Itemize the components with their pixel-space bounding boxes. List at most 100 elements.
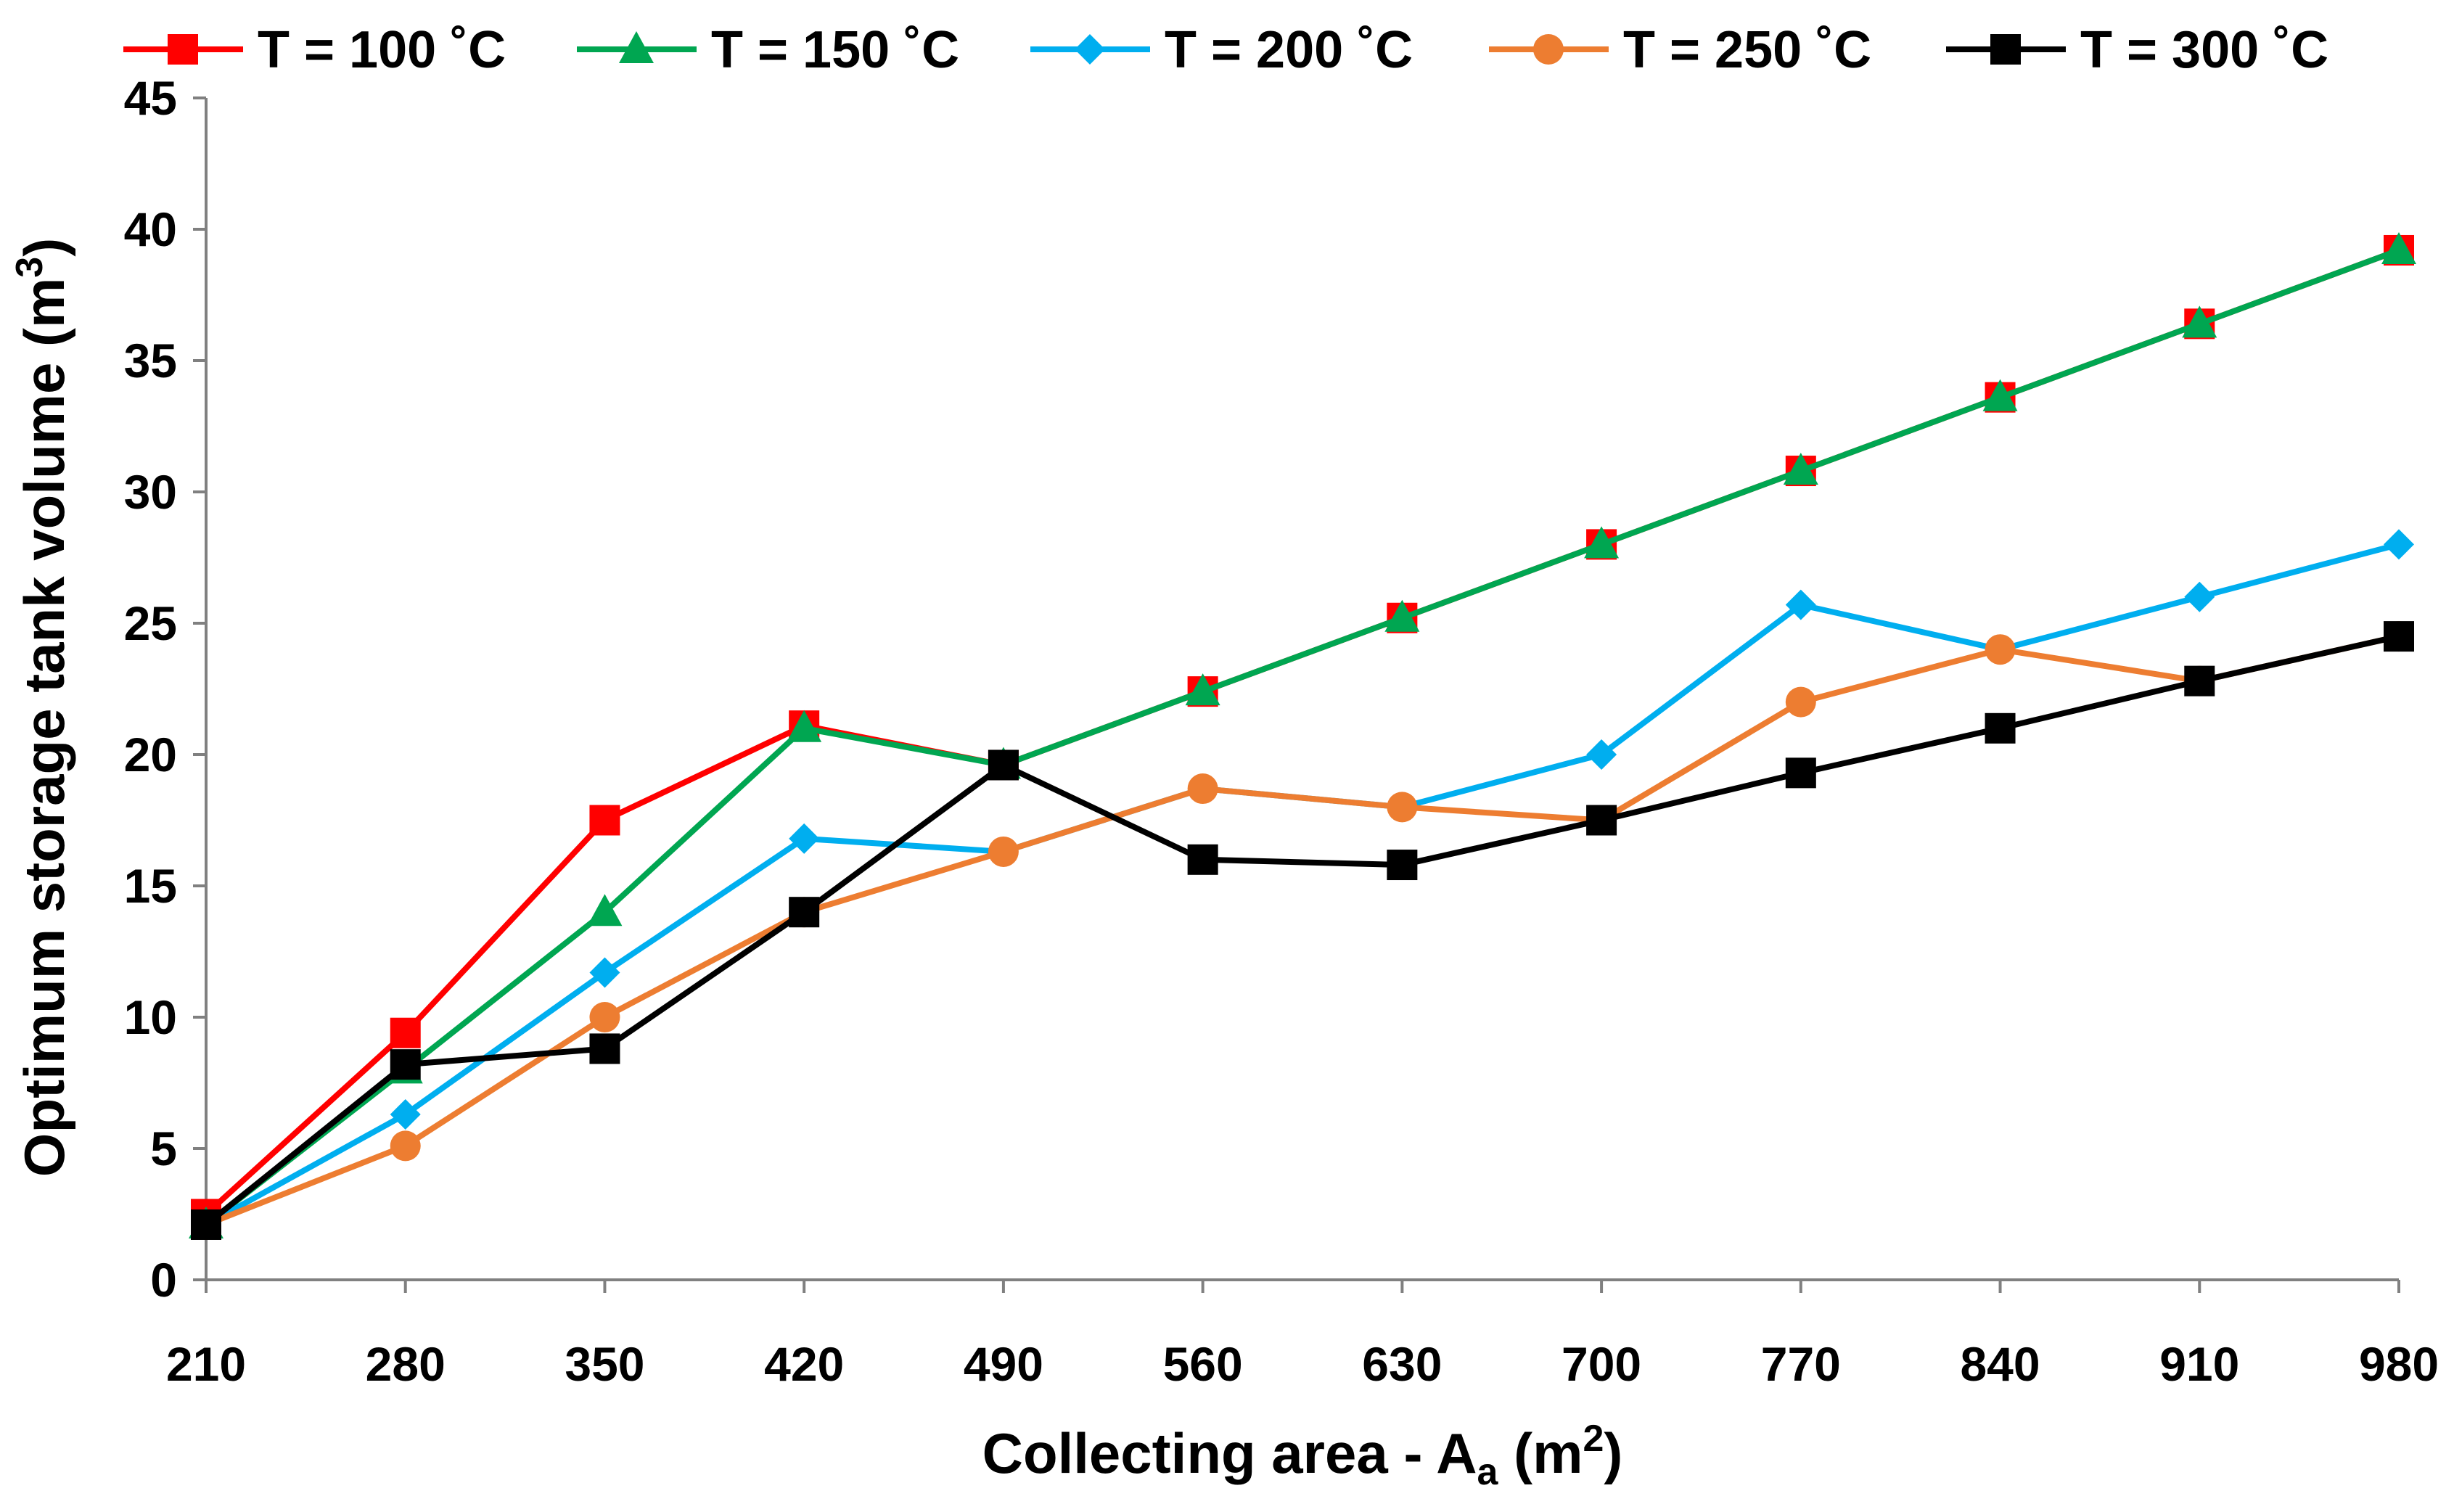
data-point (1586, 739, 1617, 770)
data-point (1783, 453, 1818, 485)
legend-item: T = 250 ˚C (1489, 21, 1871, 79)
legend-item: T = 200 ˚C (1030, 21, 1413, 79)
data-point (2184, 665, 2215, 697)
y-axis-ticks: 0 5 10 15 20 25 30 35 40 45 (124, 71, 206, 1307)
data-point (191, 1209, 221, 1240)
data-point (589, 805, 620, 836)
legend-label: T = 150 ˚C (711, 21, 959, 79)
series-line (204, 247, 2400, 1228)
legend-marker (1075, 34, 1105, 65)
x-tick-label: 490 (964, 1337, 1043, 1391)
plot-area: 0 5 10 15 20 25 30 35 40 45 210 280 350 420 490 560 630… (124, 71, 2439, 1391)
data-point (2381, 231, 2416, 264)
x-axis-title-unit-close: ) (1604, 1421, 1622, 1485)
series-line (205, 541, 2400, 1228)
legend-label: T = 300 ˚C (2080, 21, 2328, 79)
y-tick-label: 45 (124, 71, 177, 125)
data-point (789, 897, 820, 928)
legend-label: T = 100 ˚C (258, 21, 506, 79)
series-line (204, 633, 2400, 1228)
legend-marker (1990, 34, 2021, 65)
data-point (1785, 757, 1816, 789)
x-tick-label: 630 (1362, 1337, 1442, 1391)
y-tick-label: 25 (124, 596, 177, 650)
data-point (1387, 792, 1418, 823)
data-point (988, 836, 1019, 867)
series-line (204, 247, 2400, 1217)
data-point (587, 894, 623, 926)
data-point (789, 823, 820, 854)
series-line (205, 633, 2400, 1228)
y-tick-label: 0 (150, 1253, 177, 1307)
data-point (1982, 379, 2018, 411)
data-point (589, 1002, 620, 1032)
x-tick-label: 700 (1562, 1337, 1641, 1391)
y-tick-label: 20 (124, 728, 177, 781)
y-axis-title-close: ) (12, 238, 76, 257)
y-tick-label: 15 (124, 859, 177, 913)
legend-marker (619, 31, 654, 63)
x-axis-title-main: Collecting area - A (982, 1421, 1477, 1485)
x-tick-label: 280 (366, 1337, 446, 1391)
legend: T = 100 ˚C T = 150 ˚C T = 200 ˚C T = 250 ˚C… (123, 21, 2328, 79)
data-point (1985, 634, 2016, 665)
x-tick-label: 350 (565, 1337, 644, 1391)
x-tick-label: 210 (166, 1337, 246, 1391)
series-1 (191, 234, 2414, 1230)
series-4 (191, 621, 2414, 1240)
series-5 (191, 621, 2414, 1240)
data-point (2184, 581, 2215, 612)
data-point (988, 749, 1019, 781)
data-point (390, 1130, 421, 1162)
legend-marker (168, 34, 198, 65)
x-tick-label: 560 (1163, 1337, 1243, 1391)
data-point (2384, 621, 2414, 652)
data-point (1985, 712, 2016, 744)
legend-item: T = 100 ˚C (123, 21, 506, 79)
x-tick-label: 980 (2359, 1337, 2439, 1391)
data-point (390, 1049, 421, 1080)
x-axis-ticks: 210 280 350 420 490 560 630 700 770 840 910 980 (166, 1280, 2439, 1391)
data-point (1185, 673, 1220, 706)
data-point (1384, 599, 1420, 632)
y-axis-title: Optimum storage tank volume (m3) (9, 238, 76, 1177)
data-point (787, 710, 822, 742)
data-point (1187, 844, 1218, 875)
data-point (1584, 526, 1620, 559)
y-tick-label: 35 (124, 334, 177, 387)
x-axis-title-unit-open: (m (1498, 1421, 1583, 1485)
data-point (1187, 773, 1218, 805)
legend-label: T = 250 ˚C (1623, 21, 1871, 79)
legend-item: T = 300 ˚C (1946, 21, 2328, 79)
data-point (390, 1017, 421, 1048)
y-tick-label: 30 (124, 465, 177, 519)
legend-item: T = 150 ˚C (577, 21, 959, 79)
legend-marker (1533, 34, 1564, 65)
series-group (189, 231, 2416, 1240)
y-axis-title-main: Optimum storage tank volume (m (12, 278, 76, 1178)
y-axis-title-superscript: 3 (9, 257, 51, 278)
y-tick-label: 10 (124, 990, 177, 1044)
y-tick-label: 5 (150, 1122, 177, 1175)
x-tick-label: 420 (764, 1337, 844, 1391)
x-tick-label: 910 (2159, 1337, 2239, 1391)
data-point (2182, 305, 2217, 338)
data-point (390, 1098, 421, 1130)
data-point (2384, 529, 2414, 560)
data-point (589, 1033, 620, 1064)
data-point (589, 957, 620, 988)
data-point (1586, 805, 1617, 836)
data-point (1785, 589, 1816, 620)
x-axis-title: Collecting area - Aa (m2) (982, 1418, 1623, 1493)
x-tick-label: 840 (1960, 1337, 2040, 1391)
x-axis-title-superscript: 2 (1583, 1418, 1604, 1460)
x-tick-label: 770 (1761, 1337, 1841, 1391)
legend-label: T = 200 ˚C (1165, 21, 1413, 79)
data-point (1785, 686, 1816, 718)
data-point (1387, 850, 1418, 881)
series-3 (191, 529, 2414, 1240)
series-2 (189, 231, 2416, 1238)
x-axis-title-subscript: a (1477, 1451, 1499, 1493)
y-tick-label: 40 (124, 202, 177, 256)
